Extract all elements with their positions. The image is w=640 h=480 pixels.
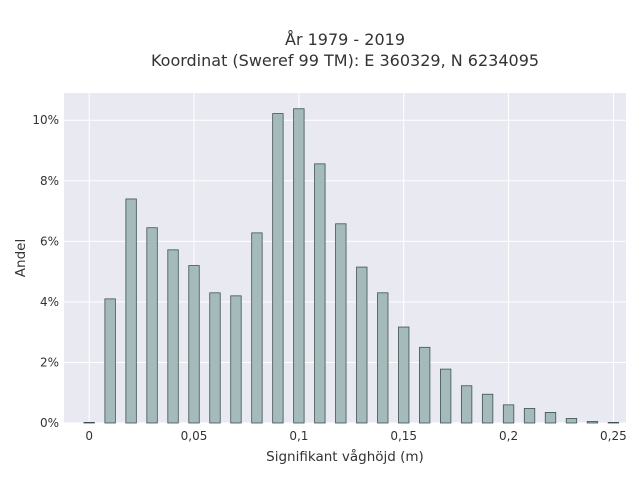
bar (314, 163, 326, 424)
bar (565, 418, 578, 424)
bar (188, 265, 200, 424)
bar (167, 249, 179, 424)
bar (398, 326, 410, 424)
bar (544, 412, 557, 424)
x-tick-label: 0,2 (499, 429, 518, 443)
x-tick-label: 0 (85, 429, 93, 443)
bar (209, 292, 221, 424)
bar (83, 421, 95, 424)
bar (356, 266, 368, 424)
bar (502, 404, 515, 424)
bar-layer (83, 108, 620, 424)
bar (293, 108, 305, 424)
y-tick-label: 0% (40, 416, 59, 430)
bar (523, 408, 536, 424)
bar (335, 223, 347, 424)
y-tick-label: 6% (40, 234, 59, 248)
y-tick-label: 4% (40, 295, 59, 309)
y-axis-title: Andel (13, 239, 29, 277)
chart-title-line-1: År 1979 - 2019 (285, 30, 405, 49)
bar (272, 113, 284, 424)
chart-title-line-2: Koordinat (Sweref 99 TM): E 360329, N 62… (151, 51, 539, 70)
bar (251, 232, 263, 424)
x-axis-title: Signifikant våghöjd (m) (266, 448, 424, 465)
x-tick-label: 0,1 (289, 429, 308, 443)
y-tick-label: 10% (32, 113, 59, 127)
bar (377, 292, 389, 424)
tick-layer: 0 0,05 0,1 0,15 0,2 0,25 0% 2% 4% 6% 8% 10% (32, 113, 626, 443)
x-tick-label: 0,05 (181, 429, 208, 443)
y-tick-label: 8% (40, 174, 59, 188)
bar (586, 421, 599, 424)
bar (481, 393, 494, 424)
x-tick-label: 0,15 (390, 429, 417, 443)
bar (440, 368, 452, 424)
x-tick-label: 0,25 (600, 429, 627, 443)
bar (607, 421, 620, 424)
y-tick-label: 2% (40, 355, 59, 369)
bar (125, 198, 137, 424)
bar (146, 227, 158, 424)
bar (230, 295, 242, 424)
bar (419, 346, 431, 424)
bar (104, 298, 116, 424)
bar (460, 385, 473, 424)
